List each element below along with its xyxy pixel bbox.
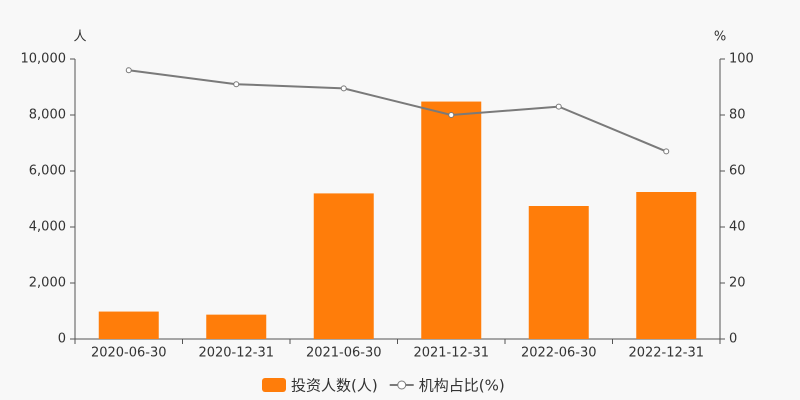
x-tick-label: 2021-12-31: [413, 346, 489, 361]
y-tick-label: 6,000: [29, 164, 66, 179]
legend-swatch: [262, 378, 286, 392]
bar: [313, 193, 374, 339]
y-unit: 人: [73, 30, 86, 45]
x-tick-label: 2022-12-31: [628, 346, 704, 361]
y2-tick-label: 0: [729, 332, 737, 347]
line-point: [125, 67, 132, 74]
y2-unit: %: [714, 30, 726, 45]
y2-tick-label: 40: [729, 220, 746, 235]
bar: [98, 311, 159, 339]
legend-label: 投资人数(人): [291, 377, 378, 395]
line-point: [448, 112, 455, 118]
x-tick-label: 2020-06-30: [91, 346, 167, 361]
y2-tick-label: 20: [729, 276, 746, 291]
y-tick-label: 4,000: [29, 220, 66, 235]
y-tick-label: 2,000: [29, 276, 66, 291]
y2-tick-label: 100: [729, 52, 754, 67]
y-tick-label: 0: [58, 332, 66, 347]
line-point: [233, 81, 240, 88]
y-tick-label: 8,000: [29, 108, 66, 123]
y2-tick-label: 80: [729, 108, 746, 123]
bar: [636, 192, 697, 339]
bar: [528, 206, 589, 339]
line: [128, 69, 667, 153]
bar: [421, 101, 482, 339]
bar: [206, 314, 267, 339]
x-tick-label: 2021-06-30: [306, 346, 382, 361]
y2-tick-label: 60: [729, 164, 746, 179]
legend-swatch-marker: [397, 380, 407, 390]
line-point: [663, 148, 670, 155]
y-tick-label: 10,000: [21, 52, 67, 67]
line-point: [340, 85, 347, 92]
legend-label: 机构占比(%): [419, 377, 505, 395]
line-point: [555, 103, 562, 110]
x-tick-label: 2022-06-30: [521, 346, 597, 361]
x-tick-label: 2020-12-31: [198, 346, 274, 361]
